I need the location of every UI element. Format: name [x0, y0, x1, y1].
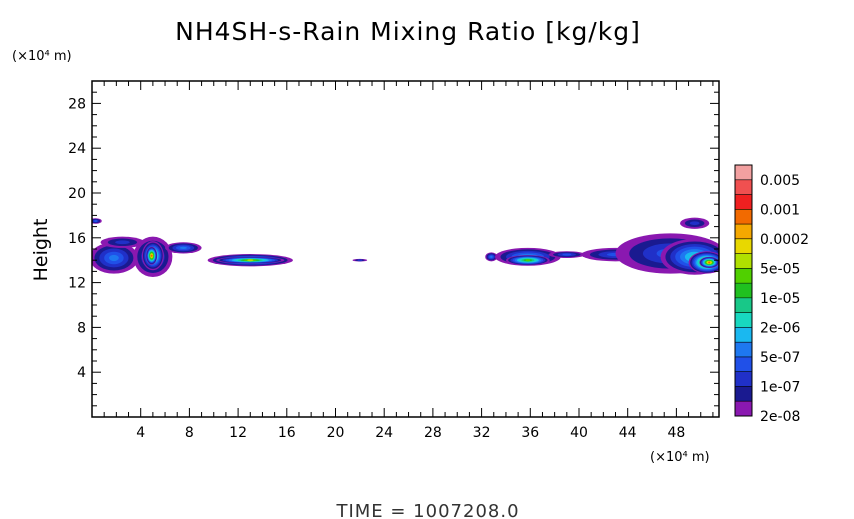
colorbar-swatch	[735, 224, 752, 240]
x-tick-label: 40	[570, 425, 588, 441]
y-tick-label: 28	[68, 96, 86, 112]
contour-region-18-13	[708, 261, 711, 264]
colorbar-frame	[734, 164, 753, 417]
colorbar-label: 2e-08	[760, 409, 800, 425]
colorbar-swatch	[735, 209, 752, 225]
x-tick-label: 16	[278, 425, 296, 441]
x-tick-label: 28	[424, 425, 442, 441]
contour-region-1-4	[109, 254, 119, 262]
colorbar-swatch	[735, 253, 752, 269]
colorbar-label: 5e-05	[760, 261, 800, 277]
x-unit-label: (×10⁴ m)	[650, 450, 710, 465]
colorbar-swatch	[735, 283, 752, 299]
colorbar-swatch	[735, 238, 752, 255]
colorbar-swatch	[735, 297, 752, 314]
colorbar-label: 2e-06	[760, 320, 800, 336]
y-tick-label: 12	[68, 276, 86, 292]
colorbar-label: 1e-05	[760, 291, 800, 307]
x-tick-label: 44	[619, 425, 637, 441]
y-unit-label: (×10⁴ m)	[12, 49, 72, 64]
y-tick-label: 16	[68, 231, 86, 247]
colorbar-label: 5e-07	[760, 350, 800, 366]
colorbar-swatch	[735, 356, 752, 373]
chart-title: NH4SH-s-Rain Mixing Ratio [kg/kg]	[175, 17, 641, 46]
x-tick-label: 8	[185, 425, 194, 441]
x-tick-label: 24	[375, 425, 393, 441]
x-tick-label: 12	[229, 425, 247, 441]
colorbar-swatch	[735, 327, 752, 343]
colorbar-swatch	[735, 401, 752, 417]
y-tick-label: 24	[68, 141, 86, 157]
colorbar-swatch	[735, 342, 752, 358]
time-label: TIME = 1007208.0	[335, 501, 519, 519]
contour-region-6-4	[179, 246, 187, 250]
colorbar-label: 0.005	[760, 173, 800, 189]
contour-region-12-9	[525, 259, 531, 262]
contour-region-0-3	[94, 220, 98, 222]
contour-region-8-10	[247, 259, 254, 262]
colorbar-swatch	[735, 165, 752, 181]
colorbar-label: 0.001	[760, 202, 800, 218]
colorbar-swatch	[735, 312, 752, 328]
y-tick-label: 20	[68, 186, 86, 202]
contour-region-10-4	[490, 255, 493, 258]
colorbar: 0.005 0.001 0.0002 5e-05 1e-05 2e-06 5e-07 1e-0…	[734, 164, 809, 425]
contour-region-5-13	[150, 254, 153, 257]
colorbar-swatch	[735, 371, 752, 387]
colorbar-label: 1e-07	[760, 379, 800, 395]
x-tick-label: 20	[327, 425, 345, 441]
contour-region-2-2	[115, 240, 130, 245]
x-tick-label: 4	[136, 425, 145, 441]
contour-region-9-2	[357, 259, 363, 262]
contour-region-13-3	[562, 253, 572, 256]
contour-region-19-2	[689, 221, 700, 226]
colorbar-swatch	[735, 268, 752, 284]
colorbar-label: 0.0002	[760, 232, 809, 248]
y-tick-label: 4	[77, 365, 86, 381]
colorbar-swatch	[735, 179, 752, 196]
x-tick-label: 32	[473, 425, 491, 441]
x-tick-label: 36	[521, 425, 539, 441]
y-tick-label: 8	[77, 320, 86, 336]
colorbar-swatch	[735, 386, 752, 402]
y-axis-title: Height	[30, 219, 52, 282]
field-contours	[92, 217, 719, 277]
x-tick-label: 48	[667, 425, 685, 441]
colorbar-swatch	[735, 194, 752, 210]
